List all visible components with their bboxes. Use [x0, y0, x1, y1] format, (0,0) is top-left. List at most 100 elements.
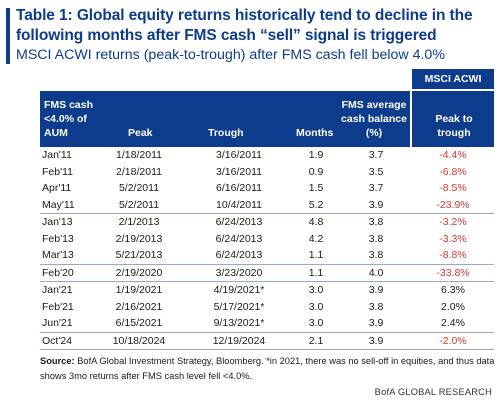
table-row: Jan'11 1/18/2011 3/16/2011 1.9 3.7 -4.4%	[40, 147, 494, 164]
cell-months: 5.2	[308, 198, 324, 211]
cell-fms: Mar'13	[42, 249, 74, 261]
cell-trough: 6/24/2013	[215, 216, 263, 228]
cell-months: 1.1	[308, 249, 324, 261]
cell-months: 1.1	[308, 266, 324, 279]
header-cash-line-2: cash balance	[341, 113, 407, 125]
cell-trough: 9/13/2021*	[213, 317, 265, 329]
cell-cash: 3.8	[368, 300, 384, 313]
cell-ret: -6.8%	[439, 165, 467, 178]
cell-trough: 6/16/2011	[216, 182, 262, 194]
cell-fms: Feb'21	[42, 300, 74, 313]
cell-trough: 3/16/2011	[216, 149, 262, 161]
cell-cash: 3.5	[368, 165, 384, 178]
cell-ret: -3.3%	[439, 232, 467, 245]
cell-months: 4.2	[308, 232, 324, 245]
source-text: BofA Global Investment Strategy, Bloombe…	[40, 356, 495, 381]
group-header-row: MSCI ACWI	[40, 69, 494, 89]
cell-cash: 3.9	[368, 284, 384, 296]
header-peak: Peak	[128, 127, 153, 139]
cell-peak: 2/19/2020	[115, 266, 163, 279]
cell-fms: Feb'13	[42, 232, 74, 245]
cell-fms: Jun'21	[42, 317, 73, 329]
title-accent-bar	[6, 8, 10, 64]
cell-ret: 2.4%	[441, 317, 465, 329]
cell-fms: Jan'21	[42, 284, 73, 296]
cell-months: 2.1	[308, 334, 324, 347]
cell-months: 3.0	[308, 284, 324, 296]
cell-ret: -33.8%	[436, 266, 470, 279]
cell-months: 3.0	[308, 317, 324, 329]
header-fms-line-2: <4.0% of	[44, 113, 87, 125]
table-group: Jan'21 1/19/2021 4/19/2021* 3.0 3.9 6.3% Feb'2…	[40, 282, 494, 333]
cell-peak: 2/16/2021	[115, 300, 163, 313]
cell-cash: 3.8	[368, 249, 384, 261]
cell-months: 1.9	[308, 149, 324, 161]
cell-months: 0.9	[308, 165, 324, 178]
cell-cash: 4.0	[368, 266, 384, 279]
cell-trough: 5/17/2021*	[213, 300, 265, 313]
cell-cash: 3.7	[368, 149, 384, 161]
cell-months: 3.0	[308, 300, 324, 313]
table-row: Feb'13 2/19/2013 6/24/2013 4.2 3.8 -3.3%	[40, 231, 494, 248]
header-peak-to-trough: Peak to trough	[416, 112, 492, 140]
table-group: Feb'20 2/19/2020 3/23/2020 1.1 4.0 -33.8%	[40, 265, 494, 282]
table-row: Jun'21 6/15/2021 9/13/2021* 3.0 3.9 2.4%	[40, 315, 494, 332]
cell-fms: Feb'20	[42, 266, 74, 279]
header-divider	[410, 91, 412, 147]
cell-cash: 3.9	[368, 317, 384, 329]
bofa-credit: BofA GLOBAL RESEARCH	[374, 387, 492, 397]
cell-ret: 6.3%	[441, 284, 465, 296]
table-subtitle: MSCI ACWI returns (peak-to-trough) after…	[16, 47, 445, 63]
cell-trough: 6/24/2013	[215, 232, 263, 245]
table-group: Jan'13 2/1/2013 6/24/2013 4.8 3.8 -3.2% Feb'13…	[40, 214, 494, 265]
cell-cash: 3.9	[368, 334, 384, 347]
cell-months: 4.8	[308, 216, 324, 228]
cell-peak: 1/19/2021	[115, 284, 163, 296]
cell-trough: 12/19/2024	[212, 334, 266, 347]
header-ret-line-2: trough	[437, 127, 471, 139]
cell-cash: 3.9	[368, 198, 384, 211]
table-row: Oct'24 10/18/2024 12/19/2024 2.1 3.9 -2.0%	[40, 333, 494, 350]
cell-ret: -23.9%	[436, 198, 470, 211]
source-note: Source: BofA Global Investment Strategy,…	[40, 354, 496, 384]
table-title: Table 1: Global equity returns historica…	[16, 7, 473, 44]
cell-cash: 3.8	[368, 216, 384, 228]
cell-fms: Feb'11	[42, 165, 73, 178]
cell-trough: 6/24/2013	[215, 249, 263, 261]
table-group: Jan'11 1/18/2011 3/16/2011 1.9 3.7 -4.4% Feb'1…	[40, 147, 494, 214]
cell-fms: May'11	[42, 198, 75, 211]
header-fms-line-3: AUM	[44, 127, 68, 139]
cell-peak: 2/18/2011	[116, 165, 162, 178]
cell-ret: -3.2%	[439, 216, 467, 228]
header-cash-line-3: (%)	[365, 127, 383, 139]
cell-ret: -4.4%	[439, 149, 467, 161]
source-label: Source:	[40, 356, 75, 366]
cell-peak: 1/18/2011	[116, 149, 162, 161]
cell-trough: 3/16/2011	[216, 165, 262, 178]
cell-fms: Jan'11	[42, 149, 72, 161]
table-row: Jan'13 2/1/2013 6/24/2013 4.8 3.8 -3.2%	[40, 214, 494, 231]
cell-peak: 2/1/2013	[118, 216, 160, 228]
cell-trough: 4/19/2021*	[213, 284, 265, 296]
table-row: Feb'11 2/18/2011 3/16/2011 0.9 3.5 -6.8%	[40, 164, 494, 181]
header-months: Months	[296, 127, 334, 139]
cell-trough: 3/23/2020	[215, 266, 263, 279]
table-header: FMS cash <4.0% of AUM Peak Trough Months…	[40, 91, 494, 147]
table-group: Oct'24 10/18/2024 12/19/2024 2.1 3.9 -2.0%	[40, 333, 494, 350]
cell-months: 1.5	[308, 182, 324, 194]
cell-fms: Jan'13	[42, 216, 73, 228]
cell-ret: 2.0%	[441, 300, 465, 313]
cell-peak: 5/21/2013	[115, 249, 163, 261]
header-cash-balance: FMS average cash balance (%)	[334, 98, 414, 140]
cell-peak: 2/19/2013	[115, 232, 163, 245]
cell-fms: Apr'11	[42, 182, 72, 194]
cell-peak: 10/18/2024	[112, 334, 166, 347]
table-row: Feb'21 2/16/2021 5/17/2021* 3.0 3.8 2.0%	[40, 299, 494, 316]
msci-acwi-group-header: MSCI ACWI	[412, 69, 494, 89]
cell-ret: -2.0%	[439, 334, 467, 347]
cell-peak: 6/15/2021	[115, 317, 163, 329]
table-body: Jan'11 1/18/2011 3/16/2011 1.9 3.7 -4.4% Feb'1…	[40, 147, 494, 350]
header-ret-line-1: Peak to	[435, 113, 473, 125]
header-trough: Trough	[208, 127, 244, 139]
header-fms-line-1: FMS cash	[44, 99, 94, 111]
